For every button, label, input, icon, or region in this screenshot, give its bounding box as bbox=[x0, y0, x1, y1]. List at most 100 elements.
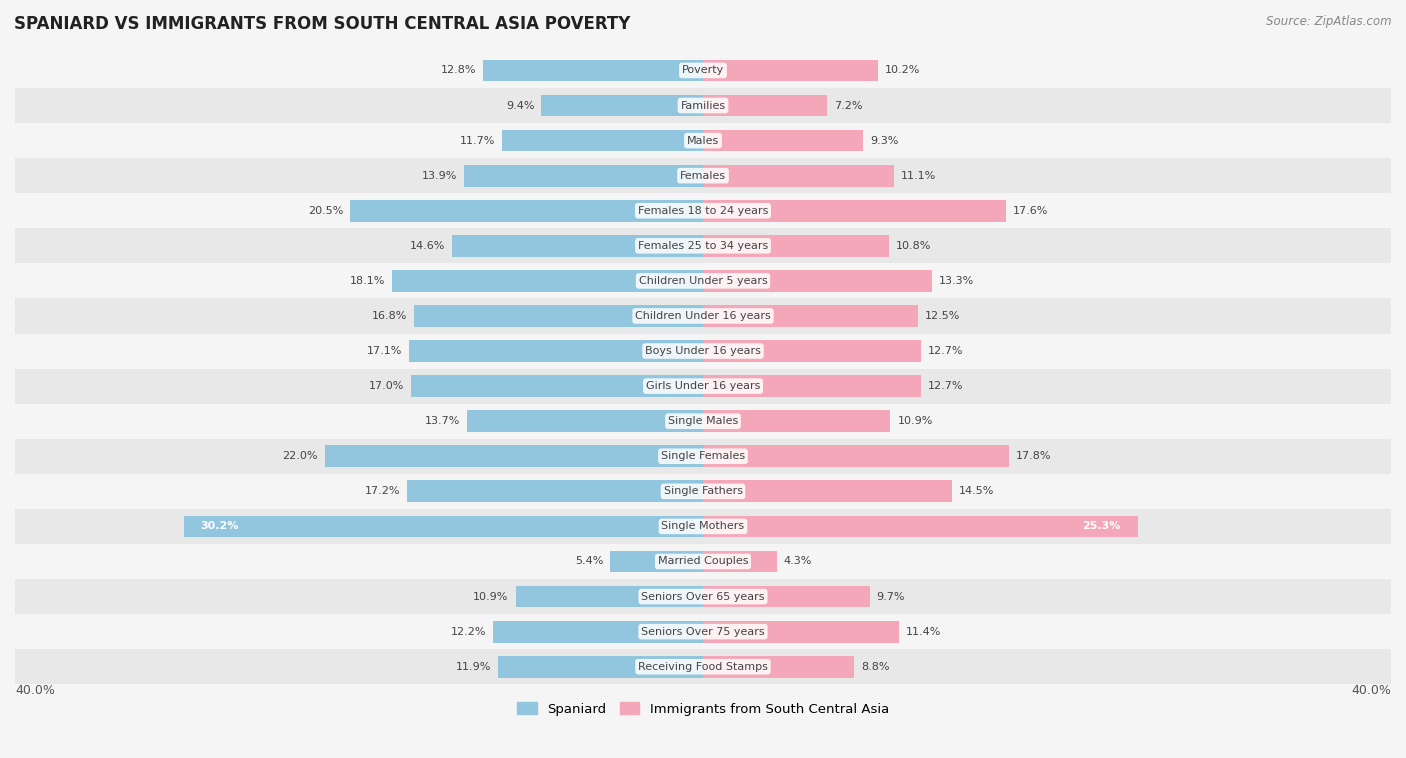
Bar bbox=[703, 235, 889, 257]
Bar bbox=[15, 158, 1391, 193]
Bar bbox=[15, 614, 1391, 649]
Text: 14.5%: 14.5% bbox=[959, 487, 994, 496]
Text: 4.3%: 4.3% bbox=[783, 556, 813, 566]
Bar bbox=[184, 515, 703, 537]
Bar bbox=[703, 515, 1139, 537]
Text: 12.2%: 12.2% bbox=[451, 627, 486, 637]
Bar bbox=[703, 656, 855, 678]
Text: 11.7%: 11.7% bbox=[460, 136, 495, 146]
Text: Poverty: Poverty bbox=[682, 65, 724, 76]
Text: 9.4%: 9.4% bbox=[506, 101, 534, 111]
Text: 18.1%: 18.1% bbox=[350, 276, 385, 286]
Bar bbox=[703, 164, 894, 186]
Text: Boys Under 16 years: Boys Under 16 years bbox=[645, 346, 761, 356]
Text: 13.9%: 13.9% bbox=[422, 171, 457, 180]
Text: 11.1%: 11.1% bbox=[901, 171, 936, 180]
Bar bbox=[703, 340, 921, 362]
Bar bbox=[350, 200, 703, 221]
Bar bbox=[703, 621, 898, 643]
Text: 13.3%: 13.3% bbox=[939, 276, 974, 286]
Text: Females 25 to 34 years: Females 25 to 34 years bbox=[638, 241, 768, 251]
Bar bbox=[15, 579, 1391, 614]
Text: 40.0%: 40.0% bbox=[15, 684, 55, 697]
Bar bbox=[703, 586, 870, 607]
Text: Children Under 16 years: Children Under 16 years bbox=[636, 311, 770, 321]
Text: Females: Females bbox=[681, 171, 725, 180]
Bar bbox=[482, 60, 703, 81]
Text: Seniors Over 75 years: Seniors Over 75 years bbox=[641, 627, 765, 637]
Bar bbox=[610, 550, 703, 572]
Text: 11.9%: 11.9% bbox=[456, 662, 492, 672]
Text: Females 18 to 24 years: Females 18 to 24 years bbox=[638, 205, 768, 216]
Text: 7.2%: 7.2% bbox=[834, 101, 862, 111]
Text: Single Males: Single Males bbox=[668, 416, 738, 426]
Text: 10.9%: 10.9% bbox=[474, 591, 509, 602]
Bar bbox=[15, 474, 1391, 509]
Bar bbox=[464, 164, 703, 186]
Text: 10.2%: 10.2% bbox=[886, 65, 921, 76]
Bar bbox=[15, 263, 1391, 299]
Text: Source: ZipAtlas.com: Source: ZipAtlas.com bbox=[1267, 15, 1392, 28]
Bar bbox=[703, 270, 932, 292]
Text: 8.8%: 8.8% bbox=[862, 662, 890, 672]
Text: 40.0%: 40.0% bbox=[1351, 684, 1391, 697]
Text: Seniors Over 65 years: Seniors Over 65 years bbox=[641, 591, 765, 602]
Text: Receiving Food Stamps: Receiving Food Stamps bbox=[638, 662, 768, 672]
Bar bbox=[703, 410, 890, 432]
Bar bbox=[392, 270, 703, 292]
Bar bbox=[15, 53, 1391, 88]
Bar bbox=[408, 481, 703, 503]
Bar bbox=[494, 621, 703, 643]
Bar bbox=[703, 305, 918, 327]
Bar bbox=[703, 446, 1010, 467]
Bar bbox=[15, 544, 1391, 579]
Bar bbox=[413, 305, 703, 327]
Bar bbox=[15, 228, 1391, 263]
Text: 12.7%: 12.7% bbox=[928, 381, 965, 391]
Bar bbox=[15, 509, 1391, 544]
Bar bbox=[467, 410, 703, 432]
Text: 12.5%: 12.5% bbox=[925, 311, 960, 321]
Text: Families: Families bbox=[681, 101, 725, 111]
Bar bbox=[15, 193, 1391, 228]
Bar bbox=[15, 299, 1391, 334]
Bar bbox=[15, 368, 1391, 404]
Text: 12.8%: 12.8% bbox=[440, 65, 477, 76]
Text: 22.0%: 22.0% bbox=[283, 451, 318, 462]
Bar bbox=[15, 404, 1391, 439]
Text: 17.6%: 17.6% bbox=[1012, 205, 1047, 216]
Text: Single Mothers: Single Mothers bbox=[661, 522, 745, 531]
Bar bbox=[411, 375, 703, 397]
Text: Married Couples: Married Couples bbox=[658, 556, 748, 566]
Legend: Spaniard, Immigrants from South Central Asia: Spaniard, Immigrants from South Central … bbox=[517, 702, 889, 716]
Bar bbox=[703, 95, 827, 117]
Bar bbox=[15, 439, 1391, 474]
Text: 17.0%: 17.0% bbox=[368, 381, 404, 391]
Text: 12.7%: 12.7% bbox=[928, 346, 965, 356]
Bar bbox=[703, 375, 921, 397]
Bar bbox=[15, 88, 1391, 123]
Bar bbox=[502, 130, 703, 152]
Text: 17.1%: 17.1% bbox=[367, 346, 402, 356]
Text: SPANIARD VS IMMIGRANTS FROM SOUTH CENTRAL ASIA POVERTY: SPANIARD VS IMMIGRANTS FROM SOUTH CENTRA… bbox=[14, 15, 630, 33]
Bar bbox=[703, 481, 952, 503]
Bar bbox=[703, 60, 879, 81]
Bar bbox=[409, 340, 703, 362]
Bar bbox=[703, 200, 1005, 221]
Text: Girls Under 16 years: Girls Under 16 years bbox=[645, 381, 761, 391]
Bar bbox=[541, 95, 703, 117]
Text: 5.4%: 5.4% bbox=[575, 556, 603, 566]
Text: 9.7%: 9.7% bbox=[877, 591, 905, 602]
Bar bbox=[703, 130, 863, 152]
Text: 25.3%: 25.3% bbox=[1083, 522, 1121, 531]
Text: 20.5%: 20.5% bbox=[308, 205, 343, 216]
Text: 10.8%: 10.8% bbox=[896, 241, 931, 251]
Bar bbox=[703, 550, 778, 572]
Bar bbox=[15, 649, 1391, 684]
Text: 17.8%: 17.8% bbox=[1017, 451, 1052, 462]
Text: 10.9%: 10.9% bbox=[897, 416, 932, 426]
Bar bbox=[15, 123, 1391, 158]
Text: 16.8%: 16.8% bbox=[371, 311, 408, 321]
Text: Males: Males bbox=[688, 136, 718, 146]
Bar bbox=[516, 586, 703, 607]
